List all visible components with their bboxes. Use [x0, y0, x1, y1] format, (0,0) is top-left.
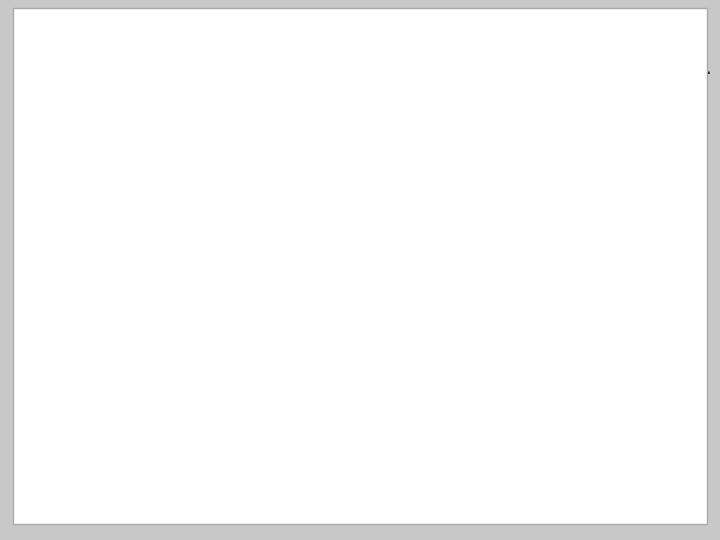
- Text: nband2  8: nband2 8: [32, 271, 104, 284]
- Polygon shape: [548, 308, 568, 323]
- Text: kptbounds2  0.5  0.0  0.0: kptbounds2 0.5 0.0 0.0: [32, 345, 233, 357]
- Text: ;  iscf = -2 일 때만 가능하다.: ; iscf = -2 일 때만 가능하다.: [230, 198, 415, 211]
- Text: 0.0  0.0  0.0: 0.0 0.0 0.0: [133, 381, 237, 394]
- Text: getden2  -1: getden2 -1: [32, 161, 120, 174]
- Text: 0.0  0.5  0.5: 0.0 0.5 0.5: [133, 418, 237, 431]
- Polygon shape: [500, 308, 568, 392]
- Text: 12: 12: [277, 418, 293, 431]
- Text: ndivk    10  12  17: ndivk 10 12 17: [32, 308, 184, 321]
- Text: enunit   1: enunit 1: [32, 234, 112, 247]
- Text: ; eigenenergies 'eV': ; eigenenergies 'eV': [230, 234, 390, 247]
- Text: ; 8개의  band: ; 8개의 band: [230, 271, 318, 284]
- Text: BNtube - ndtest: BNtube - ndtest: [459, 435, 585, 449]
- Text: 1.0  1.0  1.0: 1.0 1.0 1.0: [133, 455, 237, 468]
- Text: iscf   -2: iscf -2: [32, 124, 104, 137]
- FancyBboxPatch shape: [428, 302, 616, 464]
- Text: Band structure calculation: Band structure calculation: [35, 35, 711, 85]
- Text: kptopt2  -3: kptopt2 -3: [32, 198, 120, 211]
- Text: ndtest  2     ; first test is SCF calculation, second test is band calculation: ndtest 2 ; first test is SCF calculation…: [32, 77, 657, 90]
- Text: 10: 10: [277, 345, 293, 357]
- Text: 17: 17: [277, 455, 293, 468]
